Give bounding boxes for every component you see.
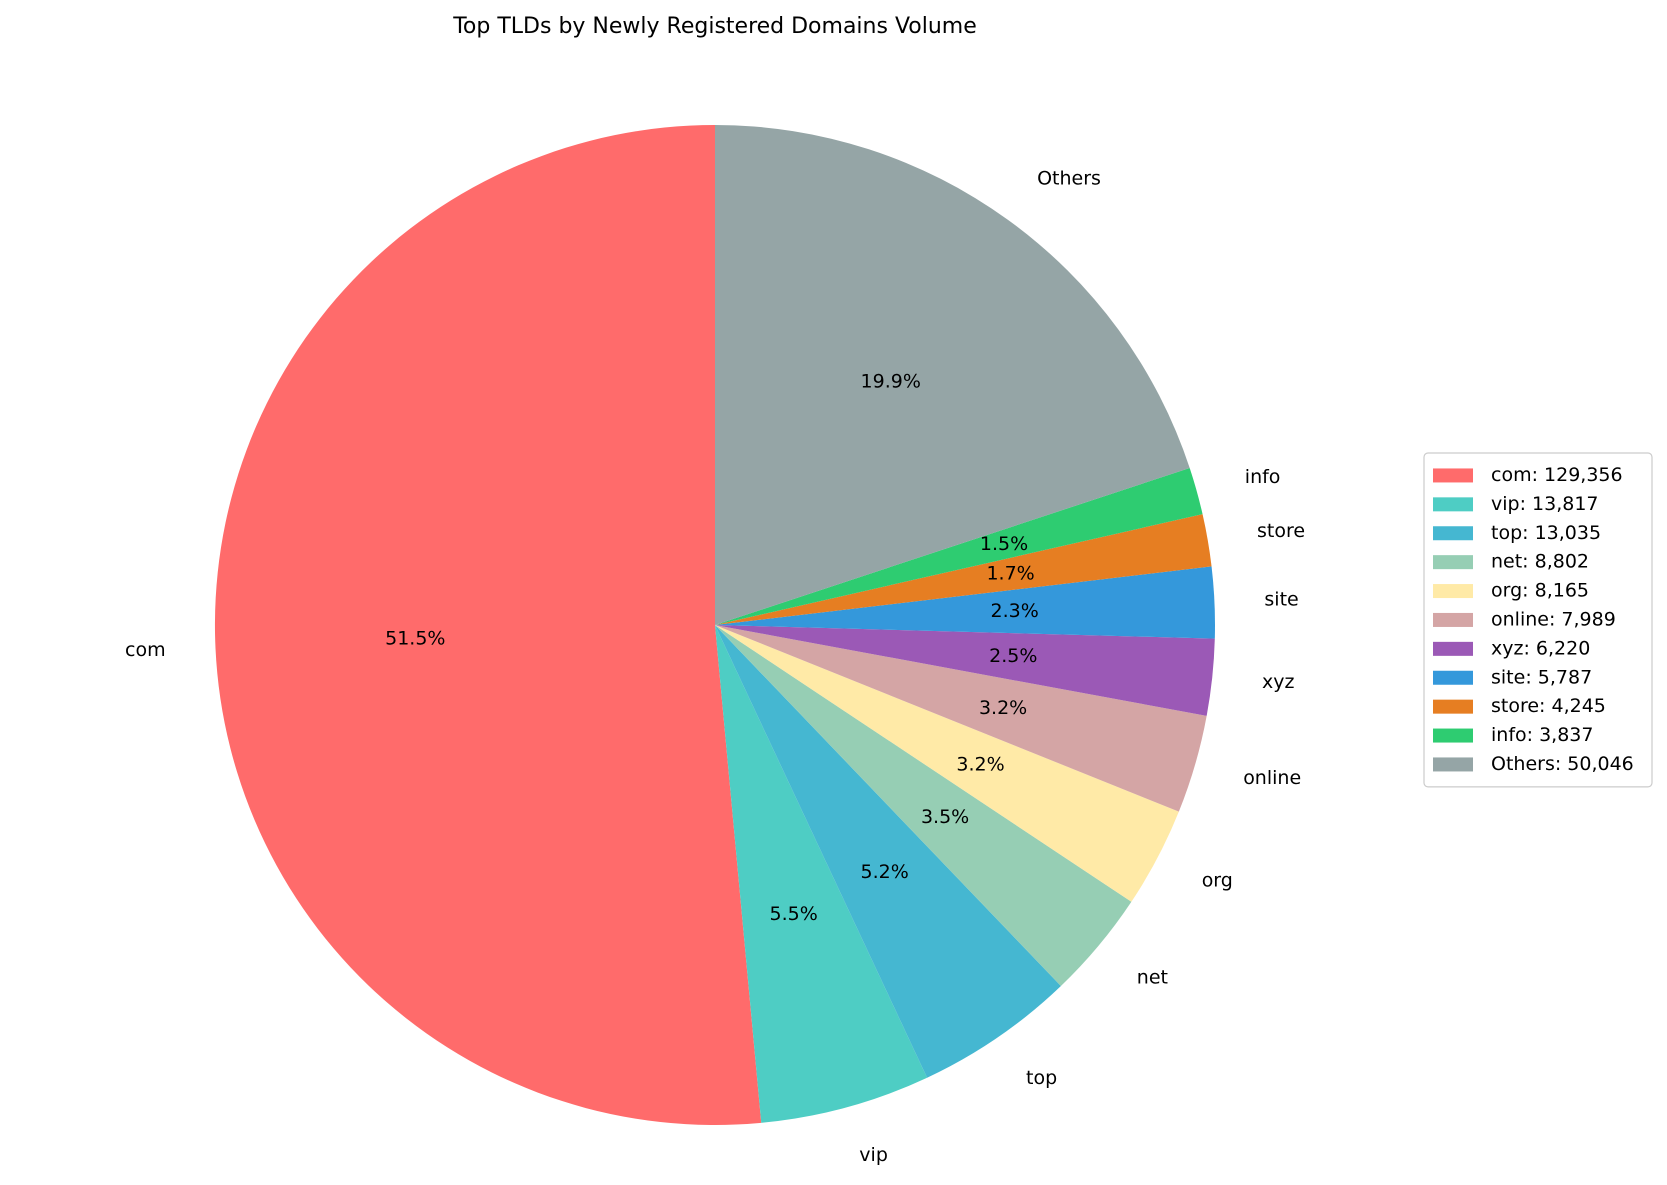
percent-label-info: 1.5% [980,533,1028,555]
category-label-online: online [1243,767,1301,789]
legend-label-online: online: 7,989 [1491,608,1616,630]
pie-slices [214,125,1215,1125]
category-labels: com vip top net org online xyz site store info Oth… [125,168,1305,1166]
legend-swatch-org [1433,584,1473,599]
legend-label-org: org: 8,165 [1491,580,1589,602]
legend-label-com: com: 129,356 [1491,464,1623,486]
category-label-vip: vip [859,1144,888,1166]
legend-swatch-net [1433,555,1473,570]
legend-swatch-com [1433,468,1473,483]
pie-slice-xyz [715,625,1215,716]
pie-slice-store [715,514,1212,625]
category-label-com: com [125,639,166,661]
legend-swatch-site [1433,670,1473,685]
category-label-net: net [1137,966,1168,988]
pie-slice-top [715,625,1061,1078]
pie-slice-vip [715,625,928,1123]
legend: com: 129,356 vip: 13,817 top: 13,035 net: 8… [1423,452,1653,788]
percent-label-store: 1.7% [986,563,1034,585]
legend-label-info: info: 3,837 [1491,724,1593,746]
category-label-org: org [1202,870,1233,892]
pie-slice-online [715,625,1207,812]
category-label-top: top [1026,1067,1057,1089]
legend-label-others: Others: 50,046 [1491,753,1634,775]
legend-label-site: site: 5,787 [1491,666,1592,688]
category-label-info: info [1245,466,1281,488]
percent-label-site: 2.3% [991,600,1039,622]
percent-label-org: 3.2% [956,753,1004,775]
category-label-store: store [1257,520,1305,542]
chart-title: Top TLDs by Newly Registered Domains Vol… [452,14,977,39]
percent-label-vip: 5.5% [770,903,818,925]
legend-swatch-vip [1433,497,1473,512]
pie-slice-site [715,566,1215,639]
category-label-site: site [1264,589,1298,611]
pie-slice-info [715,467,1203,625]
percent-labels: 51.5% 5.5% 5.2% 3.5% 3.2% 3.2% 2.5% 2.3% 1.7% 1.5… [385,370,1039,925]
legend-label-xyz: xyz: 6,220 [1491,637,1590,659]
pie-slice-org [715,625,1179,902]
category-label-others: Others [1037,168,1101,190]
legend-label-top: top: 13,035 [1491,522,1601,544]
pie-slice-net [715,625,1132,987]
pie-slice-others [715,125,1190,625]
legend-swatch-xyz [1433,641,1473,656]
legend-label-store: store: 4,245 [1491,695,1606,717]
legend-swatch-store [1433,699,1473,714]
legend-swatch-online [1433,612,1473,627]
percent-label-others: 19.9% [861,370,921,392]
legend-swatch-info [1433,728,1473,743]
percent-label-top: 5.2% [861,861,909,883]
legend-box [1423,452,1653,788]
legend-label-vip: vip: 13,817 [1491,493,1599,515]
pie-slice-com [214,125,762,1125]
percent-label-com: 51.5% [385,627,445,649]
legend-swatch-others [1433,757,1473,772]
percent-label-online: 3.2% [979,697,1027,719]
percent-label-xyz: 2.5% [989,645,1037,667]
category-label-xyz: xyz [1262,671,1294,693]
percent-label-net: 3.5% [921,806,969,828]
legend-swatch-top [1433,526,1473,541]
legend-label-net: net: 8,802 [1491,551,1589,573]
